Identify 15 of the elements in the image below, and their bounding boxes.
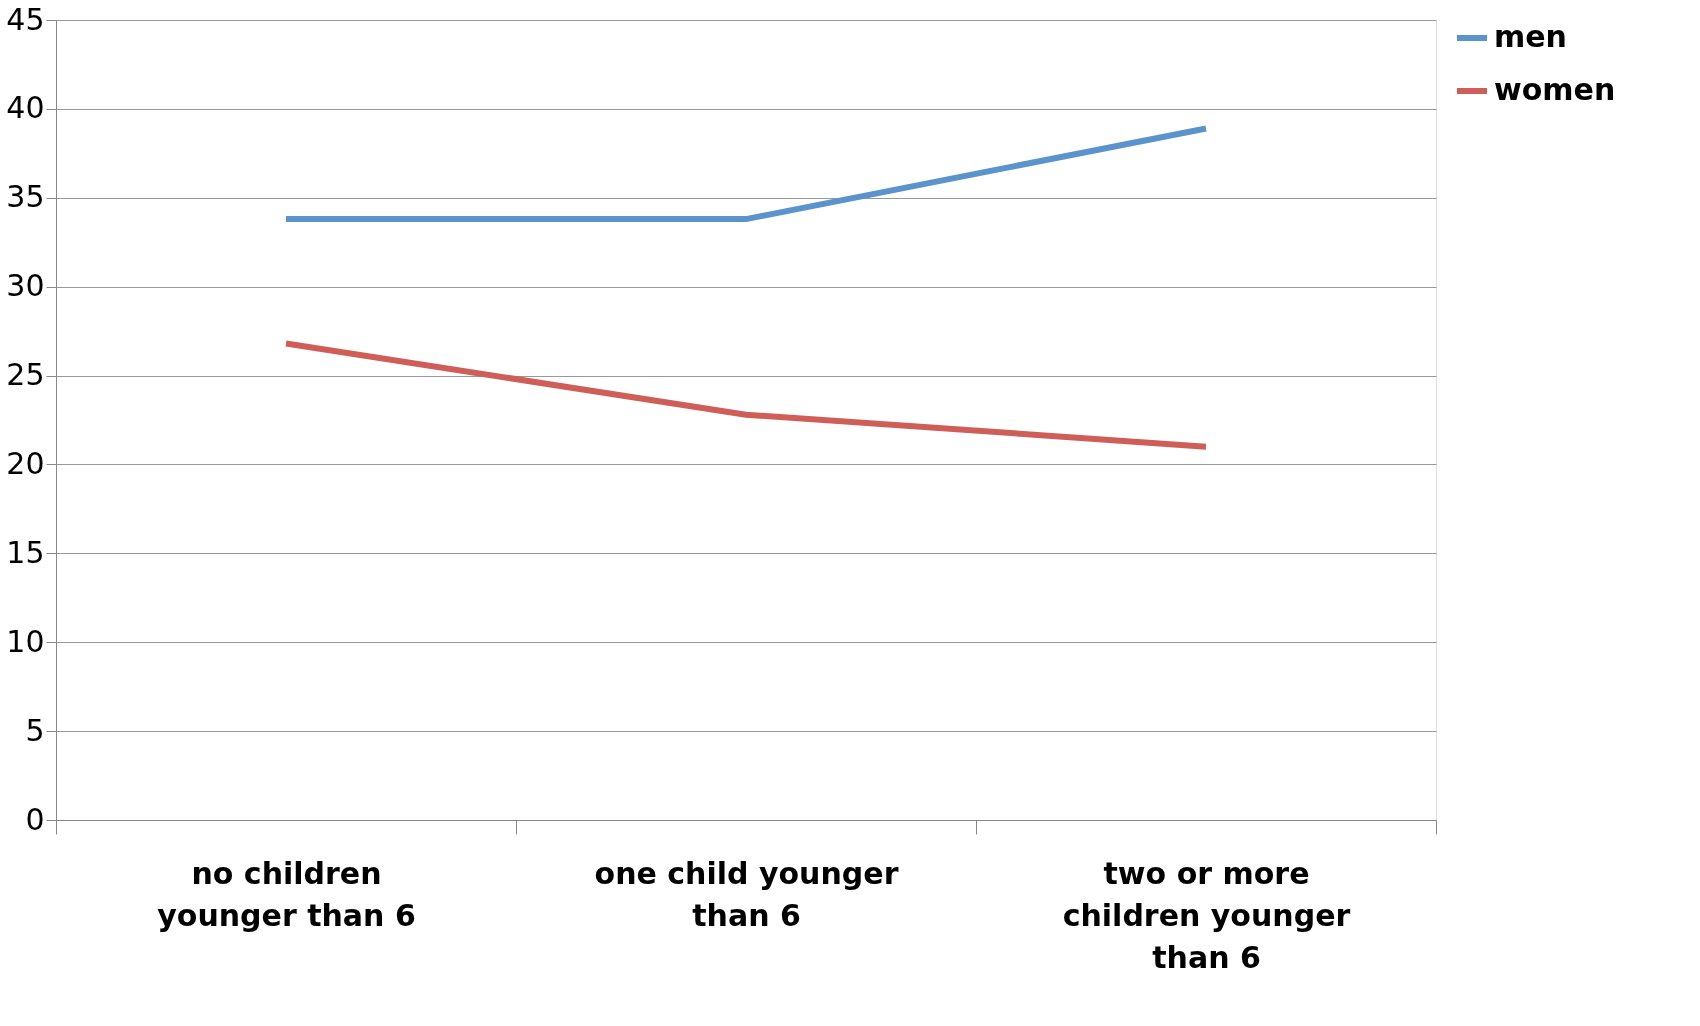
x-tick-label: one child younger than 6 bbox=[594, 855, 899, 933]
y-tick-label: 35 bbox=[6, 179, 45, 215]
y-tick-label: 45 bbox=[6, 1, 45, 37]
legend-label: men bbox=[1494, 19, 1567, 54]
y-tick-label: 5 bbox=[25, 712, 45, 748]
y-tick-label: 15 bbox=[6, 534, 45, 570]
y-tick-label: 40 bbox=[6, 90, 45, 126]
legend-label: women bbox=[1494, 72, 1616, 107]
y-tick-label: 25 bbox=[6, 357, 45, 393]
x-tick-label: no children younger than 6 bbox=[157, 855, 416, 933]
y-tick-label: 30 bbox=[6, 268, 45, 304]
y-tick-label: 0 bbox=[25, 801, 45, 837]
y-tick-label: 10 bbox=[6, 623, 45, 659]
y-tick-label: 20 bbox=[6, 445, 45, 481]
x-tick-label: two or more children younger than 6 bbox=[1062, 855, 1351, 975]
